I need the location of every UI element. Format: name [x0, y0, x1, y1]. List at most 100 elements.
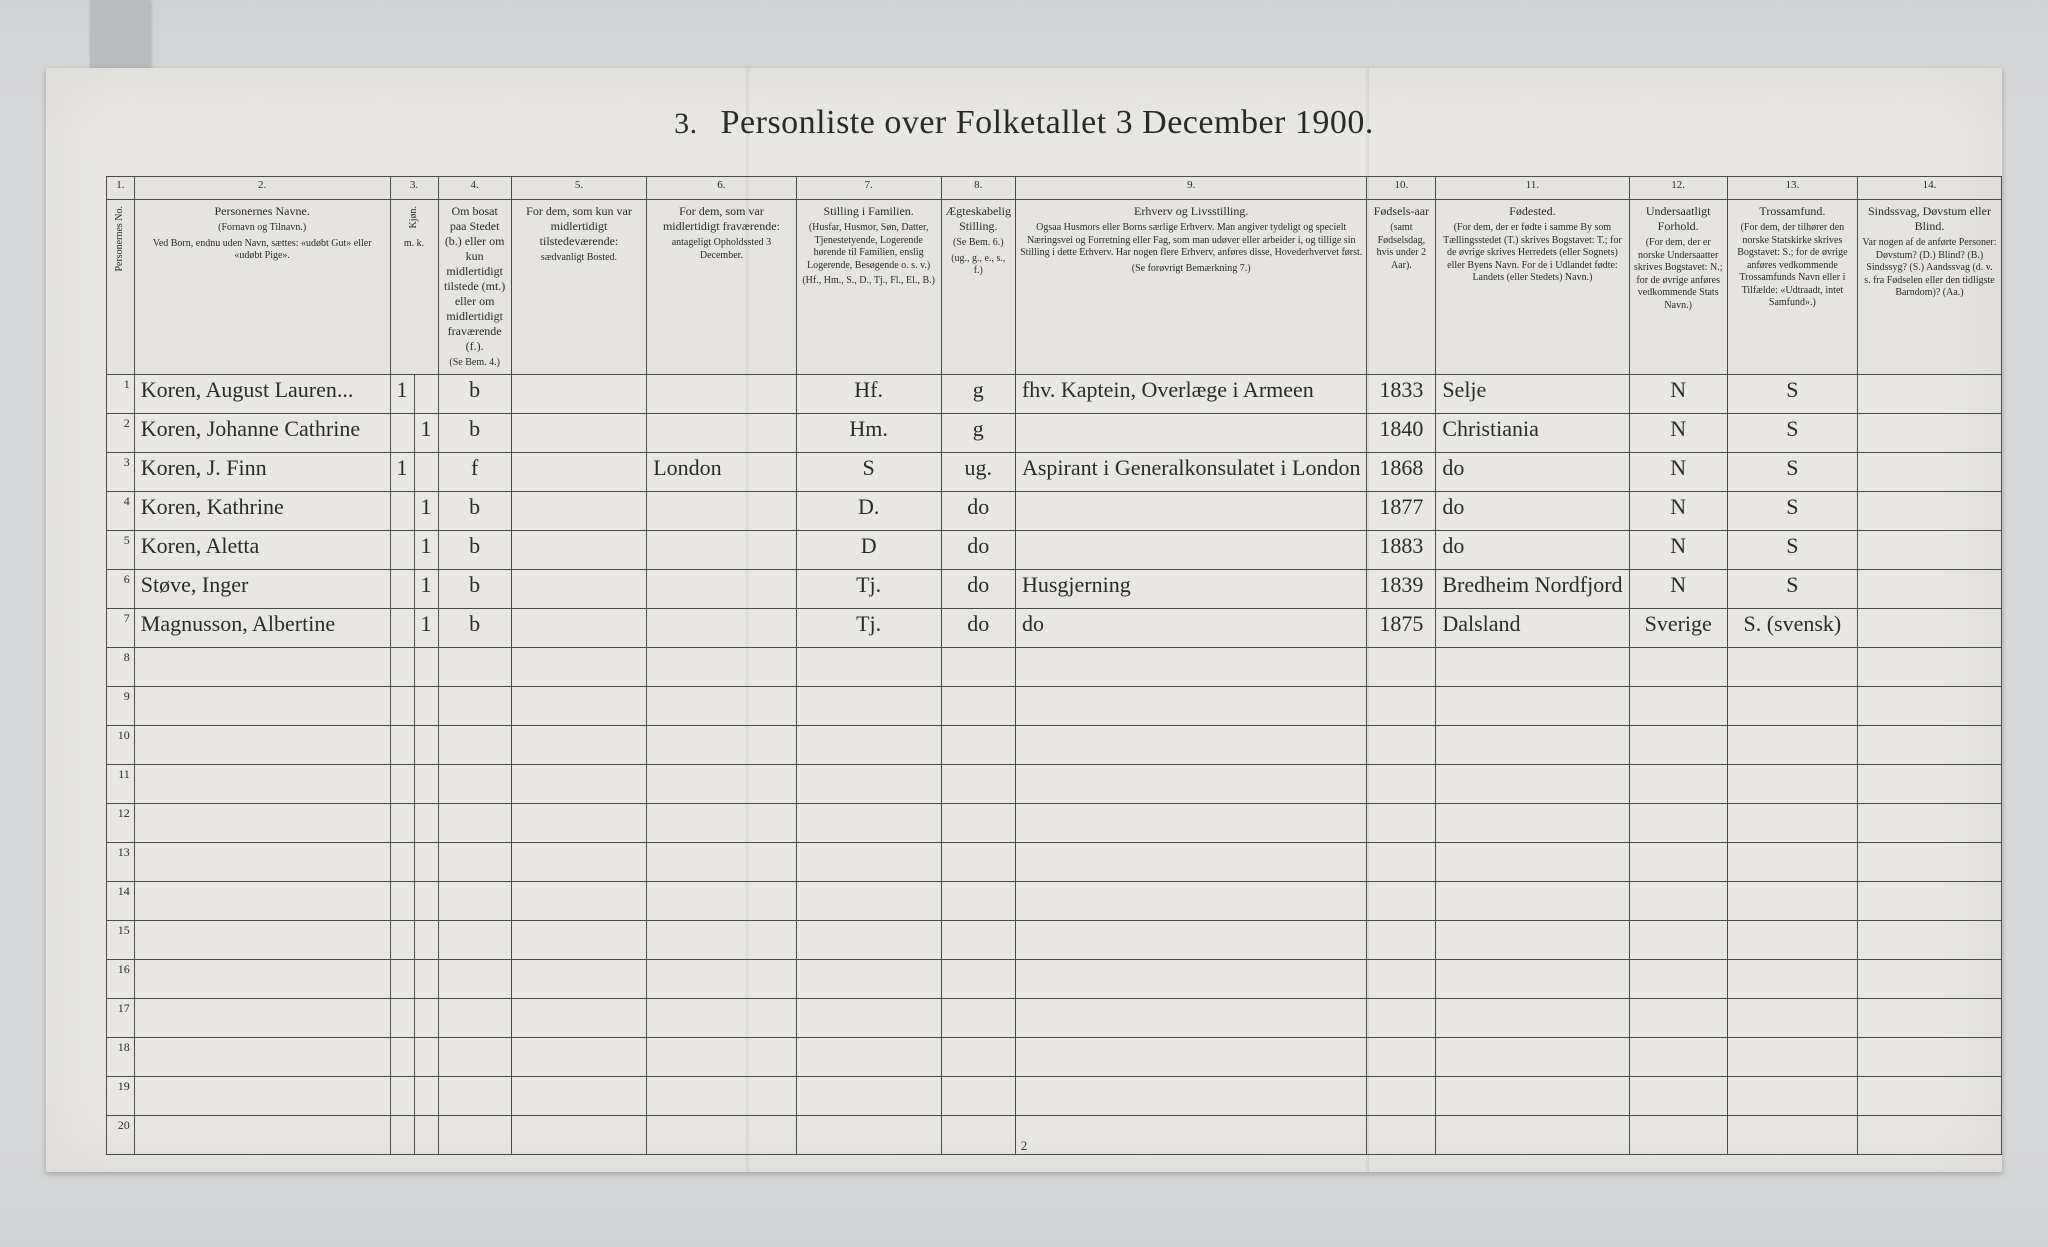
cell-m: 1 — [390, 452, 414, 491]
cell-aegt — [941, 764, 1015, 803]
cell-sind — [1857, 413, 2001, 452]
colnum-4: 4. — [438, 177, 511, 200]
cell-k — [414, 803, 438, 842]
cell-fsted — [1436, 842, 1629, 881]
row-number: 3 — [107, 452, 135, 491]
cell-fsted — [1436, 686, 1629, 725]
cell-bosat: b — [438, 530, 511, 569]
cell-k — [414, 842, 438, 881]
table-row: 17 — [107, 998, 2002, 1037]
cell-aegt — [941, 803, 1015, 842]
title-text: Personliste over Folketallet 3 December … — [721, 104, 1374, 141]
table-row: 4Koren, Kathrine1bD.do1877doNS — [107, 491, 2002, 530]
cell-frav — [647, 491, 796, 530]
table-row: 16 — [107, 959, 2002, 998]
cell-m — [390, 569, 414, 608]
cell-name — [134, 1037, 390, 1076]
cell-under: N — [1629, 569, 1727, 608]
cell-still — [796, 881, 941, 920]
cell-under — [1629, 1076, 1727, 1115]
cell-k — [414, 920, 438, 959]
row-number: 6 — [107, 569, 135, 608]
cell-tros — [1727, 959, 1857, 998]
cell-k — [414, 1037, 438, 1076]
cell-bosat: b — [438, 374, 511, 413]
cell-m — [390, 530, 414, 569]
hdr-bosat: Om bosat paa Stedet (b.) eller om kun mi… — [438, 200, 511, 375]
cell-k — [414, 881, 438, 920]
cell-erhv: Aspirant i Generalkonsulatet i London — [1015, 452, 1366, 491]
cell-frav — [647, 1076, 796, 1115]
cell-name: Støve, Inger — [134, 569, 390, 608]
cell-aegt — [941, 725, 1015, 764]
cell-aar — [1367, 959, 1436, 998]
hdr-aegt-label: Ægteskabelig Stilling. — [946, 204, 1011, 233]
cell-name — [134, 842, 390, 881]
desk-background: 3. Personliste over Folketallet 3 Decemb… — [0, 0, 2048, 1247]
hdr-erhv-sub: Ogsaa Husmors eller Borns særlige Erhver… — [1020, 222, 1362, 260]
hdr-stilling-sub: (Husfar, Husmor, Søn, Datter, Tjenestety… — [801, 222, 937, 272]
cell-tros — [1727, 1076, 1857, 1115]
colnum-9: 9. — [1015, 177, 1366, 200]
cell-erhv — [1015, 764, 1366, 803]
table-row: 1Koren, August Lauren...1bHf.gfhv. Kapte… — [107, 374, 2002, 413]
cell-frav — [647, 881, 796, 920]
cell-aegt — [941, 998, 1015, 1037]
cell-m — [390, 608, 414, 647]
cell-fsted — [1436, 959, 1629, 998]
row-number: 15 — [107, 920, 135, 959]
cell-under: N — [1629, 530, 1727, 569]
cell-midl — [511, 569, 646, 608]
cell-fsted: Bredheim Nordfjord — [1436, 569, 1629, 608]
cell-frav — [647, 959, 796, 998]
cell-m: 1 — [390, 374, 414, 413]
cell-sind — [1857, 920, 2001, 959]
cell-frav — [647, 647, 796, 686]
cell-midl — [511, 803, 646, 842]
cell-m — [390, 959, 414, 998]
cell-m — [390, 764, 414, 803]
cell-erhv — [1015, 842, 1366, 881]
cell-under — [1629, 998, 1727, 1037]
cell-tros: S — [1727, 569, 1857, 608]
hdr-bosat-note: (Se Bem. 4.) — [443, 357, 507, 370]
row-number: 9 — [107, 686, 135, 725]
hdr-erhv-label: Erhverv og Livsstilling. — [1134, 204, 1248, 218]
cell-fsted: do — [1436, 491, 1629, 530]
hdr-bosat-label: Om bosat paa Stedet (b.) eller om kun mi… — [444, 204, 505, 353]
cell-aegt — [941, 959, 1015, 998]
colnum-12: 12. — [1629, 177, 1727, 200]
cell-under — [1629, 686, 1727, 725]
colnum-11: 11. — [1436, 177, 1629, 200]
cell-tros: S — [1727, 491, 1857, 530]
cell-under — [1629, 959, 1727, 998]
cell-aar: 1833 — [1367, 374, 1436, 413]
hdr-sind-sub: Var nogen af de anførte Personer: Døvstu… — [1862, 237, 1997, 300]
colnum-1: 1. — [107, 177, 135, 200]
cell-still — [796, 959, 941, 998]
cell-bosat — [438, 1076, 511, 1115]
row-number: 14 — [107, 881, 135, 920]
cell-erhv — [1015, 686, 1366, 725]
cell-fsted: Christiania — [1436, 413, 1629, 452]
cell-still — [796, 920, 941, 959]
hdr-frav: For dem, som var midlertidigt fraværende… — [647, 200, 796, 375]
cell-k — [414, 998, 438, 1037]
cell-midl — [511, 998, 646, 1037]
cell-sind — [1857, 842, 2001, 881]
cell-name — [134, 959, 390, 998]
colnum-5: 5. — [511, 177, 646, 200]
cell-name: Koren, Kathrine — [134, 491, 390, 530]
hdr-midl-sub: sædvanligt Bosted. — [516, 252, 642, 265]
hdr-frav-sub: antageligt Opholdssted 3 December. — [651, 237, 791, 262]
cell-aegt — [941, 842, 1015, 881]
colnum-8: 8. — [941, 177, 1015, 200]
cell-name: Koren, Aletta — [134, 530, 390, 569]
cell-name: Koren, August Lauren... — [134, 374, 390, 413]
cell-aar — [1367, 647, 1436, 686]
cell-still — [796, 686, 941, 725]
cell-erhv — [1015, 881, 1366, 920]
cell-frav — [647, 764, 796, 803]
row-number: 1 — [107, 374, 135, 413]
row-number: 19 — [107, 1076, 135, 1115]
